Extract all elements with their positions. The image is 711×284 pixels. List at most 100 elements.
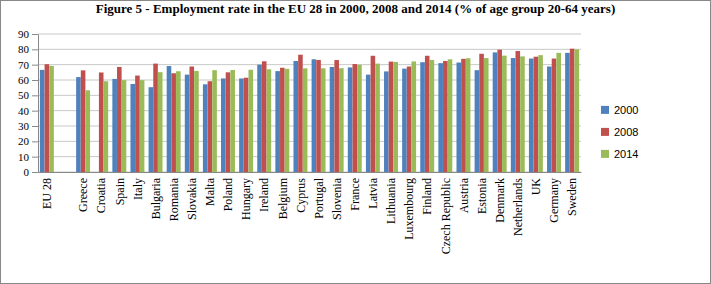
bar xyxy=(130,84,135,172)
y-tick-mark xyxy=(32,65,38,66)
x-tick-label: Lithuania xyxy=(384,177,398,224)
x-tick-label: Italy xyxy=(131,178,145,200)
legend: 200020082014 xyxy=(601,104,638,160)
title-line: Figure 5 - Employment rate in the EU 28 … xyxy=(96,1,616,16)
bar xyxy=(230,70,235,172)
bar xyxy=(556,53,561,172)
x-tick: Latvia xyxy=(366,172,380,209)
bar xyxy=(140,80,145,172)
legend-swatch xyxy=(601,128,609,136)
title: Figure 5 - Employment rate in the EU 28 … xyxy=(96,1,616,16)
x-tick: EU 28 xyxy=(40,172,54,209)
bar xyxy=(565,53,570,172)
chart: Figure 5 - Employment rate in the EU 28 … xyxy=(0,0,711,284)
x-tick-label: Netherlands xyxy=(511,178,525,236)
bar xyxy=(104,81,109,172)
bar xyxy=(248,70,253,172)
y-tick-mark xyxy=(32,34,38,35)
y-tick-mark xyxy=(32,126,38,127)
x-tick: Germany xyxy=(547,172,561,223)
bar xyxy=(393,62,398,172)
x-tick: Portugal xyxy=(312,172,326,219)
bar xyxy=(407,67,412,172)
bar xyxy=(135,76,140,172)
x-tick-label: Greece xyxy=(76,178,90,212)
x-tick: Croatia xyxy=(94,172,108,213)
y-tick: 80 xyxy=(18,43,38,55)
y-tick: 20 xyxy=(18,135,38,147)
bar xyxy=(348,67,353,172)
x-tick-label: Ireland xyxy=(257,178,271,212)
x-tick: UK xyxy=(529,172,543,195)
x-tick-label: Bulgaria xyxy=(149,177,163,219)
bar xyxy=(316,60,321,172)
x-tick-label: Belgium xyxy=(276,177,290,219)
bar xyxy=(461,59,466,172)
x-tick: Netherlands xyxy=(511,172,525,236)
x-tick-label: Czech Republic xyxy=(439,178,453,254)
bar xyxy=(257,65,262,172)
legend-swatch xyxy=(601,106,609,114)
x-tick-label: Cyprus xyxy=(294,178,308,213)
bar xyxy=(49,66,54,172)
y-tick-mark xyxy=(32,141,38,142)
x-tick-label: EU 28 xyxy=(40,178,54,209)
x-tick-label: Poland xyxy=(221,178,235,211)
bar xyxy=(112,79,117,172)
x-tick-label: Denmark xyxy=(493,178,507,223)
x-tick: Finland xyxy=(420,172,434,215)
x-tick-label: France xyxy=(348,178,362,211)
bar xyxy=(425,56,430,172)
x-tick-label: UK xyxy=(529,178,543,196)
bar xyxy=(570,49,575,172)
series-bars xyxy=(49,49,579,172)
y-tick-label: 40 xyxy=(18,105,30,117)
x-tick-label: Croatia xyxy=(94,177,108,213)
bar xyxy=(497,50,502,172)
y-tick: 30 xyxy=(18,120,38,132)
bar xyxy=(45,64,50,172)
bar xyxy=(339,68,344,172)
bar xyxy=(352,64,357,172)
x-tick: Greece xyxy=(76,172,90,212)
bar xyxy=(493,52,498,172)
bars xyxy=(40,49,579,172)
x-tick-label: Sweden xyxy=(565,178,579,216)
y-tick-label: 70 xyxy=(18,59,30,71)
bar xyxy=(389,62,394,172)
bar xyxy=(117,67,122,172)
y-tick-mark xyxy=(32,95,38,96)
legend-item: 2000 xyxy=(601,104,638,116)
bar xyxy=(99,72,104,172)
bar xyxy=(384,71,389,172)
y-tick-label: 20 xyxy=(18,135,30,147)
bar xyxy=(293,61,298,172)
bar xyxy=(122,80,127,172)
bar xyxy=(502,56,507,172)
bar xyxy=(267,69,272,172)
x-tick-label: Germany xyxy=(547,178,561,223)
legend-swatch xyxy=(601,150,609,158)
x-tick-label: Romania xyxy=(167,177,181,221)
bar xyxy=(76,77,81,172)
bar xyxy=(330,67,335,172)
x-tick-label: Spain xyxy=(113,178,127,205)
x-tick: Sweden xyxy=(565,172,579,216)
frame xyxy=(1,1,711,284)
y-tick-label: 60 xyxy=(18,74,30,86)
y-tick-label: 30 xyxy=(18,120,30,132)
y-tick: 0 xyxy=(24,166,39,178)
series-bars xyxy=(40,52,570,172)
y-tick: 40 xyxy=(18,105,38,117)
bar xyxy=(189,67,194,172)
bar xyxy=(85,90,90,172)
bar xyxy=(312,59,317,172)
x-tick: Belgium xyxy=(276,172,290,219)
y-tick-label: 80 xyxy=(18,43,30,55)
bar xyxy=(515,51,520,172)
x-tick: Spain xyxy=(113,172,127,205)
x-tick: Slovakia xyxy=(185,172,199,220)
bar xyxy=(412,61,417,172)
bar xyxy=(479,54,484,172)
x-tick: Malta xyxy=(203,172,217,206)
